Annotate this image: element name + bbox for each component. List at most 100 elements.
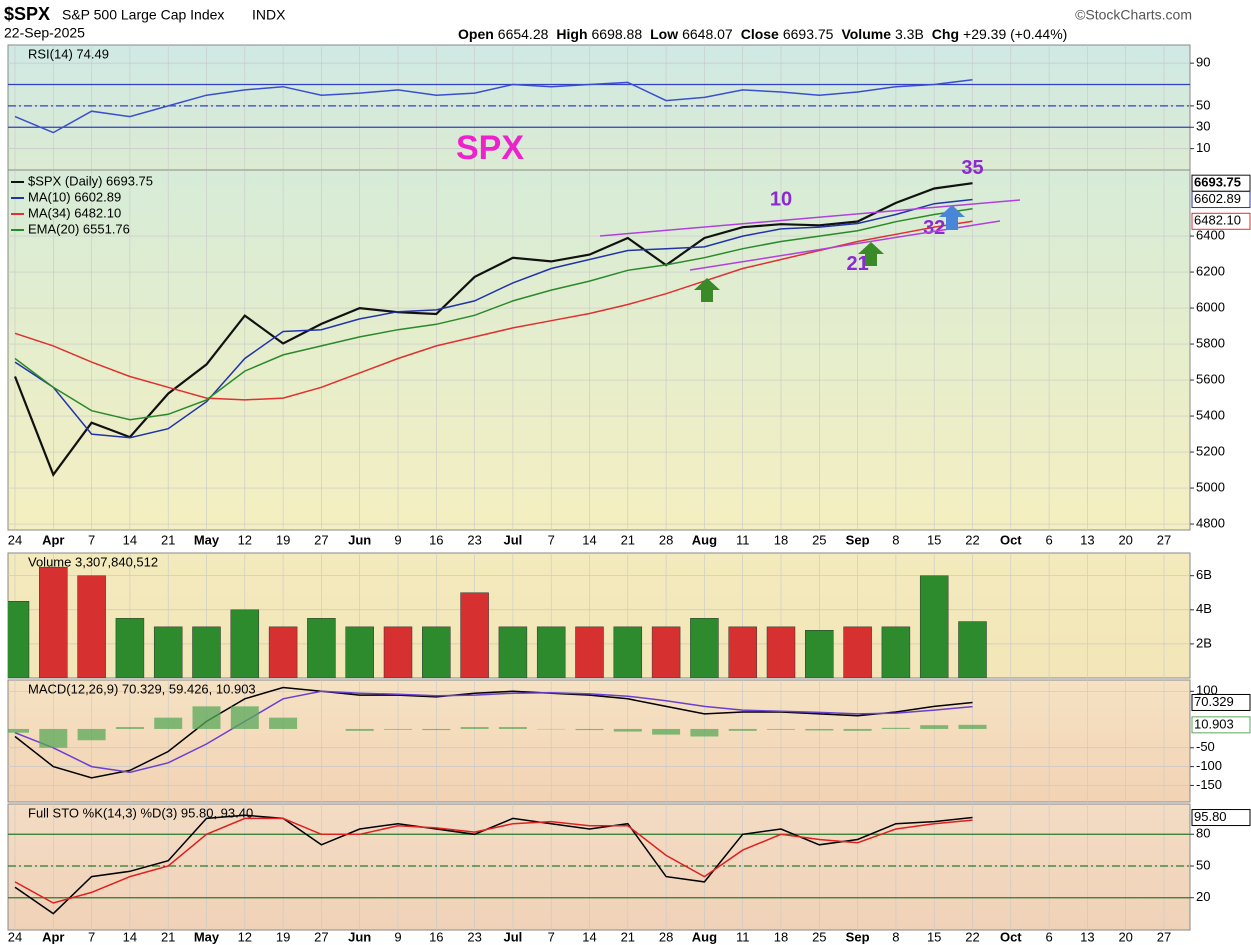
histogram-bar bbox=[652, 728, 681, 735]
volume-bar bbox=[919, 575, 949, 678]
quote-value: 6693.75 bbox=[783, 26, 834, 42]
volume-bar bbox=[8, 601, 30, 678]
histogram-bar bbox=[8, 728, 29, 733]
volume-bar bbox=[766, 626, 796, 678]
y-tick-label: 10 bbox=[1196, 140, 1210, 155]
value-box-label: 6693.75 bbox=[1194, 175, 1241, 190]
x-tick-label: 22 bbox=[965, 532, 979, 547]
histogram-bar bbox=[269, 717, 298, 729]
y-tick-label: 6400 bbox=[1196, 227, 1225, 242]
volume-bar bbox=[498, 626, 528, 678]
arrow bbox=[939, 205, 965, 230]
header: $SPX S&P 500 Large Cap Index INDX ©Stock… bbox=[4, 4, 1192, 42]
quote-value: +29.39 (+0.44%) bbox=[963, 26, 1067, 42]
value-box-label: 70.329 bbox=[1194, 694, 1234, 709]
quote-value: 6698.88 bbox=[592, 26, 643, 42]
x-tick-label: 13 bbox=[1080, 532, 1094, 547]
x-tick-label: 24 bbox=[8, 532, 22, 547]
x-tick-label: 9 bbox=[394, 929, 401, 944]
x-tick-label: Jul bbox=[504, 929, 523, 944]
histogram-bar bbox=[728, 728, 757, 731]
x-tick-label: 12 bbox=[238, 532, 252, 547]
histogram-bar bbox=[154, 717, 183, 729]
x-tick-label: Apr bbox=[42, 532, 64, 547]
value-box bbox=[1191, 716, 1251, 734]
panel: 4800 5000 5200 5400 5600 5800 6000 6200 6400 6693… bbox=[7, 157, 1251, 531]
value-box-label: 6482.10 bbox=[1194, 213, 1241, 228]
value-box bbox=[1191, 212, 1251, 230]
series-line bbox=[14, 814, 973, 915]
volume-bar bbox=[422, 626, 451, 678]
histogram-bar bbox=[115, 727, 144, 729]
marks bbox=[14, 814, 973, 915]
volume-bar bbox=[345, 626, 374, 678]
panel-background bbox=[7, 679, 1191, 803]
panel-title: Full STO %K(14,3) %D(3) 95.80, 93.40 bbox=[28, 805, 253, 820]
volume-bar bbox=[153, 626, 183, 678]
x-tick-label: 22 bbox=[965, 929, 979, 944]
series-line bbox=[14, 686, 973, 779]
index-name: S&P 500 Large Cap Index bbox=[62, 7, 224, 23]
value-box bbox=[1191, 693, 1251, 711]
legend-entry: EMA(20) 6551.76 bbox=[28, 221, 130, 236]
volume-bar bbox=[383, 626, 413, 678]
quote-value: 3.3B bbox=[895, 26, 924, 42]
x-tick-label: 21 bbox=[161, 929, 175, 944]
histogram-bar bbox=[345, 728, 374, 731]
panel: 2B 4B 6B Volume 3,307,840,512 bbox=[7, 552, 1212, 679]
x-tick-label: Sep bbox=[846, 532, 870, 547]
panel-background bbox=[7, 803, 1191, 931]
y-tick-label: 2B bbox=[1196, 635, 1212, 650]
volume-bar bbox=[613, 626, 643, 678]
annotation: 35 bbox=[961, 157, 983, 179]
annotation: 21 bbox=[846, 253, 868, 275]
x-tick-label: 28 bbox=[659, 532, 673, 547]
x-tick-label: 19 bbox=[276, 532, 290, 547]
y-tick-label: 50 bbox=[1196, 857, 1210, 872]
x-tick-label: 11 bbox=[736, 532, 750, 547]
x-tick-label: Oct bbox=[1000, 532, 1022, 547]
arrow bbox=[694, 278, 720, 302]
quote-label: Open bbox=[458, 26, 494, 42]
x-tick-label: Apr bbox=[42, 929, 64, 944]
x-tick-label: 18 bbox=[774, 929, 788, 944]
x-tick-label: 15 bbox=[927, 532, 941, 547]
marks bbox=[14, 78, 973, 134]
x-tick-label: Jun bbox=[348, 532, 371, 547]
histogram-bar bbox=[920, 725, 949, 729]
x-tick-label: 24 bbox=[8, 929, 22, 944]
x-tick-label: 14 bbox=[123, 929, 137, 944]
panel-background bbox=[7, 44, 1191, 171]
quote: Open 6654.28 High 6698.88 Low 6648.07 Close 669… bbox=[458, 26, 1067, 42]
series-line bbox=[14, 198, 973, 439]
histogram-bar bbox=[498, 727, 527, 729]
volume-bar bbox=[536, 626, 566, 678]
x-tick-label: 19 bbox=[276, 929, 290, 944]
x-tick-label: 27 bbox=[1157, 532, 1171, 547]
x-tick-label: 21 bbox=[621, 929, 635, 944]
x-tick-label: 13 bbox=[1080, 929, 1094, 944]
exchange: INDX bbox=[252, 7, 286, 23]
quote-label: Low bbox=[650, 26, 678, 42]
histogram-bar bbox=[422, 728, 451, 731]
value-box-label: 95.80 bbox=[1194, 809, 1227, 824]
volume-bar bbox=[307, 618, 336, 678]
x-tick-label: 20 bbox=[1118, 929, 1132, 944]
series-line bbox=[14, 817, 973, 904]
panel: 80 50 20 95.80 Full STO %K(14,3) %D(3) 95.80… bbox=[7, 803, 1251, 931]
y-tick-label: 5400 bbox=[1196, 407, 1225, 422]
x-tick-label: 14 bbox=[582, 929, 596, 944]
panel-background bbox=[7, 169, 1191, 531]
histogram-bar bbox=[805, 728, 834, 731]
credit: ©StockCharts.com bbox=[1075, 7, 1192, 23]
trend-line bbox=[599, 199, 1021, 237]
x-tick-label: 16 bbox=[429, 532, 443, 547]
value-box bbox=[1191, 809, 1251, 827]
histogram-bar bbox=[767, 728, 795, 730]
volume-bar bbox=[192, 626, 221, 678]
volume-bar bbox=[728, 626, 757, 678]
x-tick-label: 27 bbox=[1157, 929, 1171, 944]
y-tick-label: 4B bbox=[1196, 601, 1212, 616]
y-tick-label: 6B bbox=[1196, 567, 1212, 582]
